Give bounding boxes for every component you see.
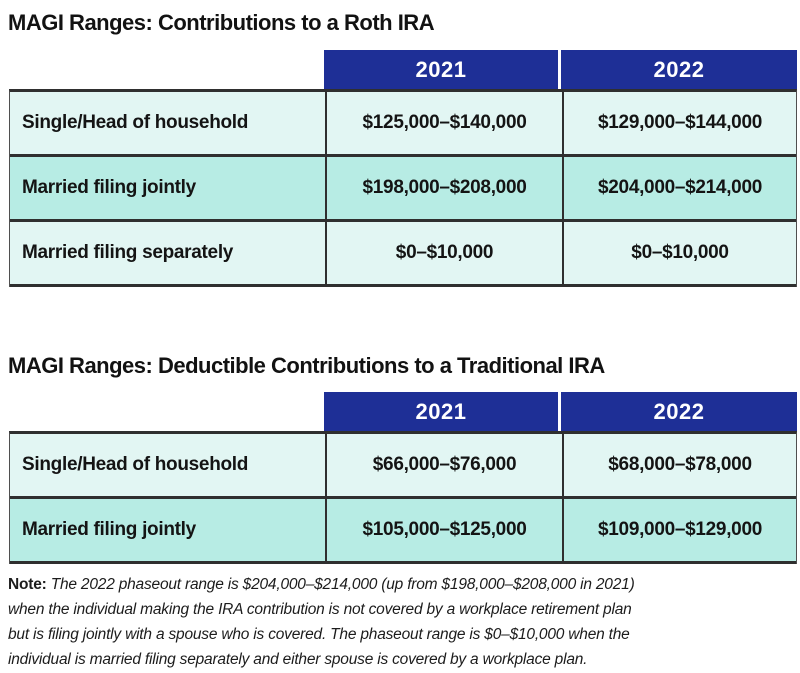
- row-label: Married filing jointly: [22, 519, 196, 540]
- table-row: Married filing separately $0–$10,000 $0–…: [10, 222, 796, 287]
- value-2022: $0–$10,000: [562, 222, 796, 284]
- roth-ira-header-2022: 2022: [561, 50, 797, 89]
- footnote-label: Note:: [8, 576, 47, 593]
- traditional-ira-table-title: MAGI Ranges: Deductible Contributions to…: [8, 353, 605, 378]
- traditional-ira-header-2021: 2021: [324, 392, 561, 431]
- roth-ira-header-2021: 2021: [324, 50, 561, 89]
- footnote-line-1: Note: The 2022 phaseout range is $204,00…: [8, 572, 794, 597]
- value-2021: $198,000–$208,000: [325, 157, 562, 219]
- roth-ira-table: 2021 2022 Single/Head of household $125,…: [9, 50, 797, 287]
- table-row: Married filing jointly $105,000–$125,000…: [10, 499, 796, 564]
- value-2022: $109,000–$129,000: [562, 499, 796, 561]
- table-row: Married filing jointly $198,000–$208,000…: [10, 157, 796, 222]
- traditional-ira-table-body: Single/Head of household $66,000–$76,000…: [9, 431, 797, 564]
- traditional-ira-header-row: 2021 2022: [9, 392, 797, 431]
- row-label: Married filing jointly: [22, 177, 196, 198]
- row-label: Single/Head of household: [22, 454, 249, 475]
- row-label: Married filing separately: [22, 242, 234, 263]
- value-2021: $66,000–$76,000: [325, 434, 562, 496]
- table-row: Single/Head of household $66,000–$76,000…: [10, 434, 796, 499]
- traditional-ira-header-spacer: [9, 392, 324, 431]
- value-2022: $129,000–$144,000: [562, 92, 796, 154]
- value-2021: $0–$10,000: [325, 222, 562, 284]
- footnote-text-1: The 2022 phaseout range is $204,000–$214…: [50, 576, 635, 593]
- footnote: Note: The 2022 phaseout range is $204,00…: [8, 572, 794, 672]
- roth-ira-header-spacer: [9, 50, 324, 89]
- table-row: Single/Head of household $125,000–$140,0…: [10, 92, 796, 157]
- footnote-line-2: when the individual making the IRA contr…: [8, 601, 632, 618]
- value-2022: $204,000–$214,000: [562, 157, 796, 219]
- footnote-line-3: but is filing jointly with a spouse who …: [8, 626, 630, 643]
- traditional-ira-table: 2021 2022 Single/Head of household $66,0…: [9, 392, 797, 564]
- roth-ira-table-title: MAGI Ranges: Contributions to a Roth IRA: [8, 10, 435, 35]
- value-2022: $68,000–$78,000: [562, 434, 796, 496]
- roth-ira-header-row: 2021 2022: [9, 50, 797, 89]
- value-2021: $105,000–$125,000: [325, 499, 562, 561]
- row-label: Single/Head of household: [22, 112, 249, 133]
- value-2021: $125,000–$140,000: [325, 92, 562, 154]
- traditional-ira-header-2022: 2022: [561, 392, 797, 431]
- footnote-line-4: individual is married filing separately …: [8, 651, 588, 668]
- roth-ira-table-body: Single/Head of household $125,000–$140,0…: [9, 89, 797, 287]
